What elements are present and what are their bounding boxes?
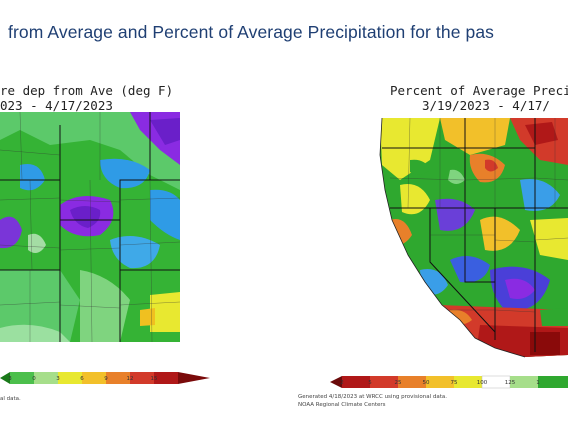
right-map-credit-line2: NOAA Regional Climate Centers: [298, 402, 386, 408]
scale-tick-label: 5: [368, 380, 372, 386]
scale-tick-label: 3: [8, 376, 12, 382]
left-map-dates: 023 - 4/17/2023: [0, 98, 113, 113]
right-scale-arrow: [330, 376, 342, 388]
scale-tick-label: 125: [505, 380, 516, 386]
scale-tick-label: 12: [127, 376, 134, 382]
scale-tick-label: 2: [340, 380, 344, 386]
left-map-title: re dep from Ave (deg F): [0, 83, 174, 98]
left-map-footnote: al data.: [0, 396, 21, 402]
temperature-map-image: 3 0 3 6 9 12 15: [0, 112, 210, 384]
left-scale-ticks: 3 0 3 6 9 12 15: [8, 376, 158, 382]
scale-tick-label: 9: [104, 376, 108, 382]
precipitation-percent-map: Percent of Average Precipi 3/19/2023 - 4…: [290, 70, 568, 415]
scale-tick-label: 3: [56, 376, 60, 382]
scale-tick-label: 15: [151, 376, 158, 382]
right-map-credit-line1: Generated 4/18/2023 at WRCC using provis…: [298, 394, 447, 400]
right-map-dates: 3/19/2023 - 4/17/: [422, 98, 550, 113]
scale-tick-label: 75: [451, 380, 458, 386]
precipitation-map-image: 2 5 25 50 75 100 125 1: [330, 117, 568, 389]
right-map-title: Percent of Average Precipi: [390, 83, 568, 98]
scale-tick-label: 1: [536, 380, 540, 386]
scale-tick-label: 25: [395, 380, 402, 386]
left-scale-arrow: [0, 372, 10, 384]
scale-tick-label: 6: [80, 376, 84, 382]
page-title: from Average and Percent of Average Prec…: [8, 22, 495, 42]
scale-tick-label: 100: [477, 380, 488, 386]
right-scale-ticks: 2 5 25 50 75 100 125 1: [340, 380, 540, 386]
scale-tick-label: 0: [32, 376, 36, 382]
temperature-departure-map: re dep from Ave (deg F) 023 - 4/17/2023: [0, 70, 210, 410]
scale-tick-label: 50: [423, 380, 430, 386]
